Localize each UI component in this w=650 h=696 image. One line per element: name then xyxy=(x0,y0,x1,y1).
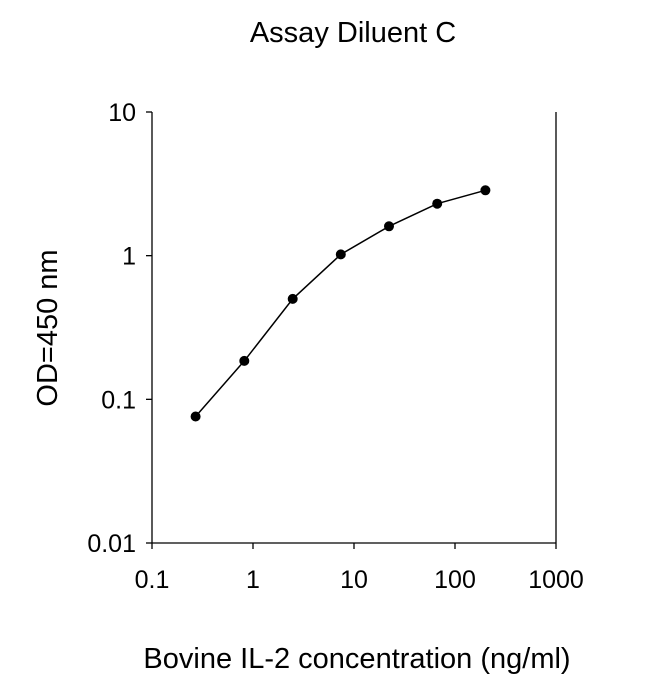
y-tick-label: 0.1 xyxy=(101,386,136,414)
data-point xyxy=(335,249,346,260)
x-tick-label: 1 xyxy=(246,566,260,594)
data-point xyxy=(239,355,250,366)
data-point xyxy=(287,293,298,304)
data-point xyxy=(190,411,201,422)
y-tick-label: 0.01 xyxy=(87,530,136,558)
y-tick-label: 10 xyxy=(108,99,136,127)
data-point xyxy=(432,198,443,209)
x-tick-label: 1000 xyxy=(528,566,584,594)
x-tick-label: 10 xyxy=(340,566,368,594)
chart-title: Assay Diluent C xyxy=(250,17,456,49)
data-point xyxy=(384,221,394,232)
series-line xyxy=(195,189,486,417)
x-axis-label: Bovine IL-2 concentration (ng/ml) xyxy=(143,643,570,675)
data-point xyxy=(480,185,491,196)
y-tick-label: 1 xyxy=(122,243,136,271)
x-tick-label: 100 xyxy=(434,566,476,594)
x-tick-label: 0.1 xyxy=(135,566,170,594)
plot-area: 0.01 0.1 1 10 0.1 1 10 100 1000 xyxy=(87,99,583,594)
y-axis-label: OD=450 nm xyxy=(32,249,64,406)
